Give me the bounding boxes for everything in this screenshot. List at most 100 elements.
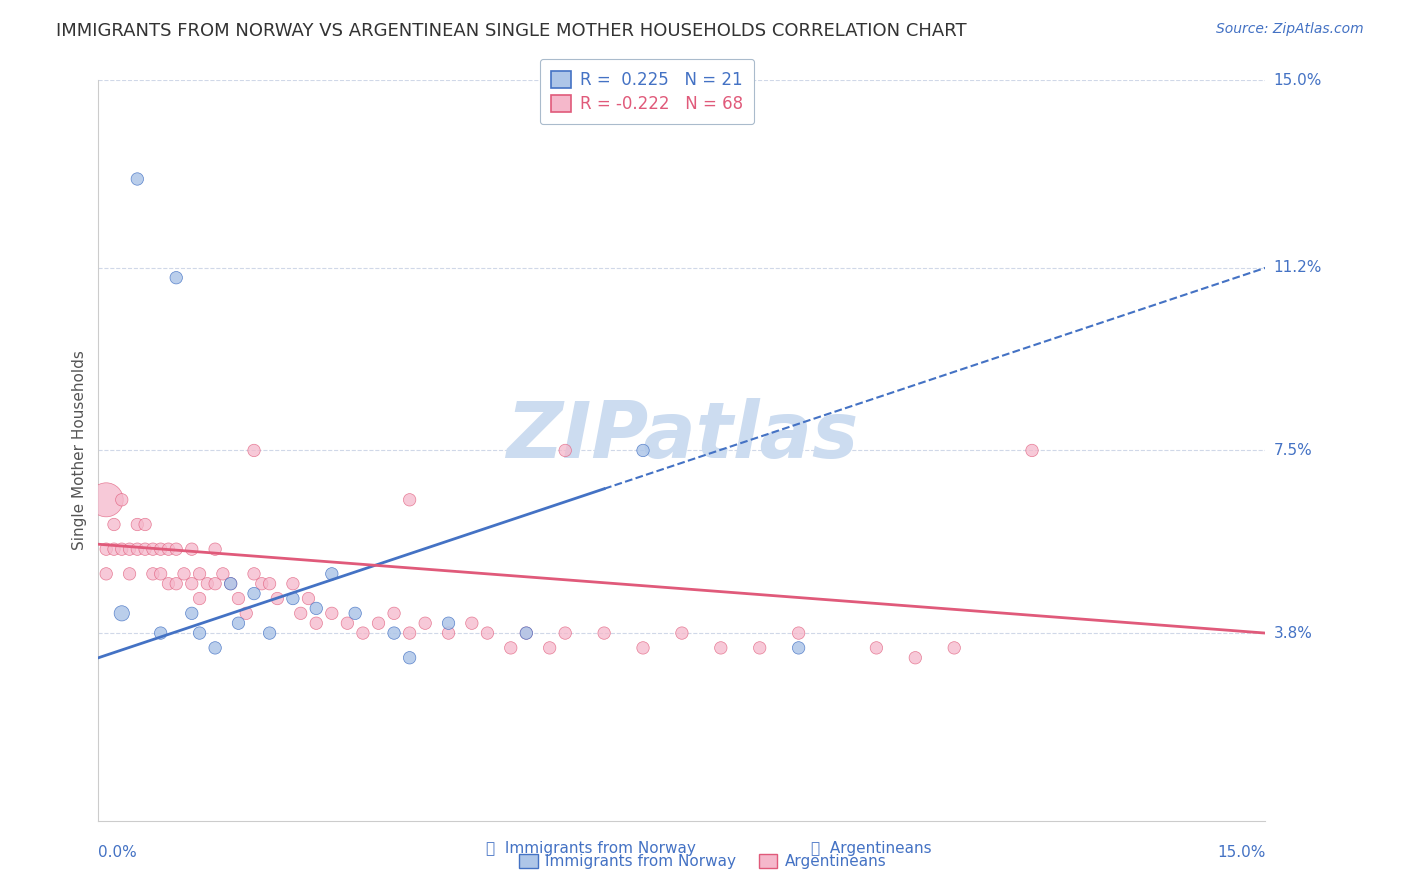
Point xyxy=(180,542,202,557)
Point xyxy=(188,591,211,606)
Point xyxy=(173,566,195,581)
Point xyxy=(787,640,810,655)
Point xyxy=(305,616,328,631)
Point xyxy=(710,640,733,655)
Point xyxy=(321,566,343,581)
Point xyxy=(1021,443,1043,458)
Point xyxy=(290,607,312,621)
Point xyxy=(787,626,810,640)
Point xyxy=(142,566,165,581)
Text: 15.0%: 15.0% xyxy=(1218,846,1265,860)
Point xyxy=(243,443,266,458)
Point xyxy=(96,542,118,557)
Point xyxy=(149,542,172,557)
Point xyxy=(149,566,172,581)
Point xyxy=(593,626,616,640)
Point xyxy=(554,443,576,458)
Point xyxy=(477,626,499,640)
Point xyxy=(305,601,328,615)
Point xyxy=(96,492,118,507)
Point xyxy=(336,616,359,631)
Point xyxy=(118,566,141,581)
Point xyxy=(103,517,125,532)
Point xyxy=(344,607,367,621)
Point xyxy=(134,542,156,557)
Point xyxy=(188,566,211,581)
Point xyxy=(165,542,187,557)
Point xyxy=(127,542,149,557)
Point xyxy=(382,607,405,621)
Point xyxy=(111,542,134,557)
Text: 15.0%: 15.0% xyxy=(1274,73,1322,87)
Point xyxy=(111,492,134,507)
Point xyxy=(111,607,134,621)
Point xyxy=(865,640,887,655)
Point xyxy=(499,640,522,655)
Point xyxy=(538,640,561,655)
Point xyxy=(943,640,966,655)
Point xyxy=(204,640,226,655)
Y-axis label: Single Mother Households: Single Mother Households xyxy=(72,351,87,550)
Point xyxy=(204,576,226,591)
Point xyxy=(180,607,202,621)
Point xyxy=(127,517,149,532)
Point xyxy=(180,576,202,591)
Text: IMMIGRANTS FROM NORWAY VS ARGENTINEAN SINGLE MOTHER HOUSEHOLDS CORRELATION CHART: IMMIGRANTS FROM NORWAY VS ARGENTINEAN SI… xyxy=(56,22,967,40)
Point xyxy=(96,566,118,581)
Point xyxy=(165,576,187,591)
Point xyxy=(219,576,242,591)
Point xyxy=(437,626,460,640)
Point xyxy=(515,626,537,640)
Point xyxy=(103,542,125,557)
Text: 0.0%: 0.0% xyxy=(98,846,138,860)
Legend: Immigrants from Norway, Argentineans: Immigrants from Norway, Argentineans xyxy=(513,848,893,875)
Point xyxy=(134,517,156,532)
Text: 3.8%: 3.8% xyxy=(1274,625,1313,640)
Text: 7.5%: 7.5% xyxy=(1274,443,1312,458)
Point xyxy=(631,443,654,458)
Point xyxy=(398,492,420,507)
Point xyxy=(118,542,141,557)
Point xyxy=(461,616,484,631)
Point xyxy=(228,591,250,606)
Text: 11.2%: 11.2% xyxy=(1274,260,1322,276)
Text: Source: ZipAtlas.com: Source: ZipAtlas.com xyxy=(1216,22,1364,37)
Point xyxy=(631,640,654,655)
Legend: R =  0.225   N = 21, R = -0.222   N = 68: R = 0.225 N = 21, R = -0.222 N = 68 xyxy=(540,59,754,125)
Point xyxy=(157,576,180,591)
Point xyxy=(212,566,235,581)
Text: ZIPatlas: ZIPatlas xyxy=(506,398,858,474)
Point xyxy=(281,591,304,606)
Point xyxy=(281,576,304,591)
Point xyxy=(157,542,180,557)
Point xyxy=(413,616,436,631)
Point xyxy=(367,616,389,631)
Point xyxy=(243,566,266,581)
Point xyxy=(219,576,242,591)
Point xyxy=(195,576,218,591)
Point xyxy=(748,640,770,655)
Text: ⬜  Immigrants from Norway: ⬜ Immigrants from Norway xyxy=(485,841,696,856)
Point xyxy=(671,626,693,640)
Point xyxy=(259,576,281,591)
Point xyxy=(904,650,927,665)
Point xyxy=(352,626,374,640)
Point xyxy=(149,626,172,640)
Point xyxy=(243,586,266,600)
Point xyxy=(250,576,273,591)
Point xyxy=(437,616,460,631)
Point xyxy=(515,626,537,640)
Point xyxy=(165,270,187,285)
Point xyxy=(127,172,149,186)
Text: ⬜  Argentineans: ⬜ Argentineans xyxy=(811,841,932,856)
Point xyxy=(142,542,165,557)
Point xyxy=(554,626,576,640)
Point xyxy=(321,607,343,621)
Point xyxy=(235,607,257,621)
Point xyxy=(228,616,250,631)
Point xyxy=(259,626,281,640)
Point xyxy=(398,650,420,665)
Point xyxy=(188,626,211,640)
Point xyxy=(297,591,319,606)
Point xyxy=(398,626,420,640)
